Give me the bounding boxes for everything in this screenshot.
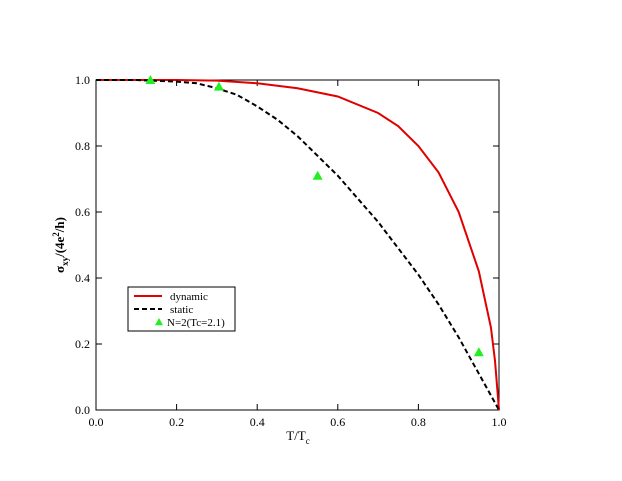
legend-label: static [170,304,193,316]
y-tick-label: 0.6 [75,205,90,219]
data-line [96,79,500,411]
plot-frame [95,79,500,411]
y-label-mid: /(4e [52,236,67,257]
x-tick-label: 0.8 [411,415,426,429]
y-tick-label: 1.0 [75,73,90,87]
y-label-sub: xy [60,256,70,266]
x-tick-label: 0.4 [250,415,265,429]
x-tick-label: 0.6 [330,415,345,429]
y-tick-label: 0.4 [75,271,90,285]
data-point [312,170,323,180]
y-label-sigma: σ [52,266,67,273]
data-line [96,79,500,411]
legend-marker [155,318,163,326]
data-point [473,347,484,357]
y-tick-label: 0.8 [75,139,90,153]
x-axis-label: T/Tc [286,428,310,446]
y-axis-label: σxy/(4e2/h) [51,217,70,273]
data-point [213,81,224,91]
y-label-sup: 2 [51,232,61,237]
x-tick-label: 0.0 [89,415,104,429]
x-label-main: T/T [286,428,306,443]
data-point [145,75,156,84]
x-tick-label: 0.2 [169,415,184,429]
y-tick-label: 0.0 [75,403,90,417]
x-tick-label: 1.0 [492,415,507,429]
legend-label: dynamic [170,291,208,303]
x-label-sub: c [306,436,310,446]
legend-label: N=2(Tc=2.1) [167,317,225,329]
y-tick-label: 0.2 [75,337,90,351]
y-label-end: /h) [52,217,67,233]
